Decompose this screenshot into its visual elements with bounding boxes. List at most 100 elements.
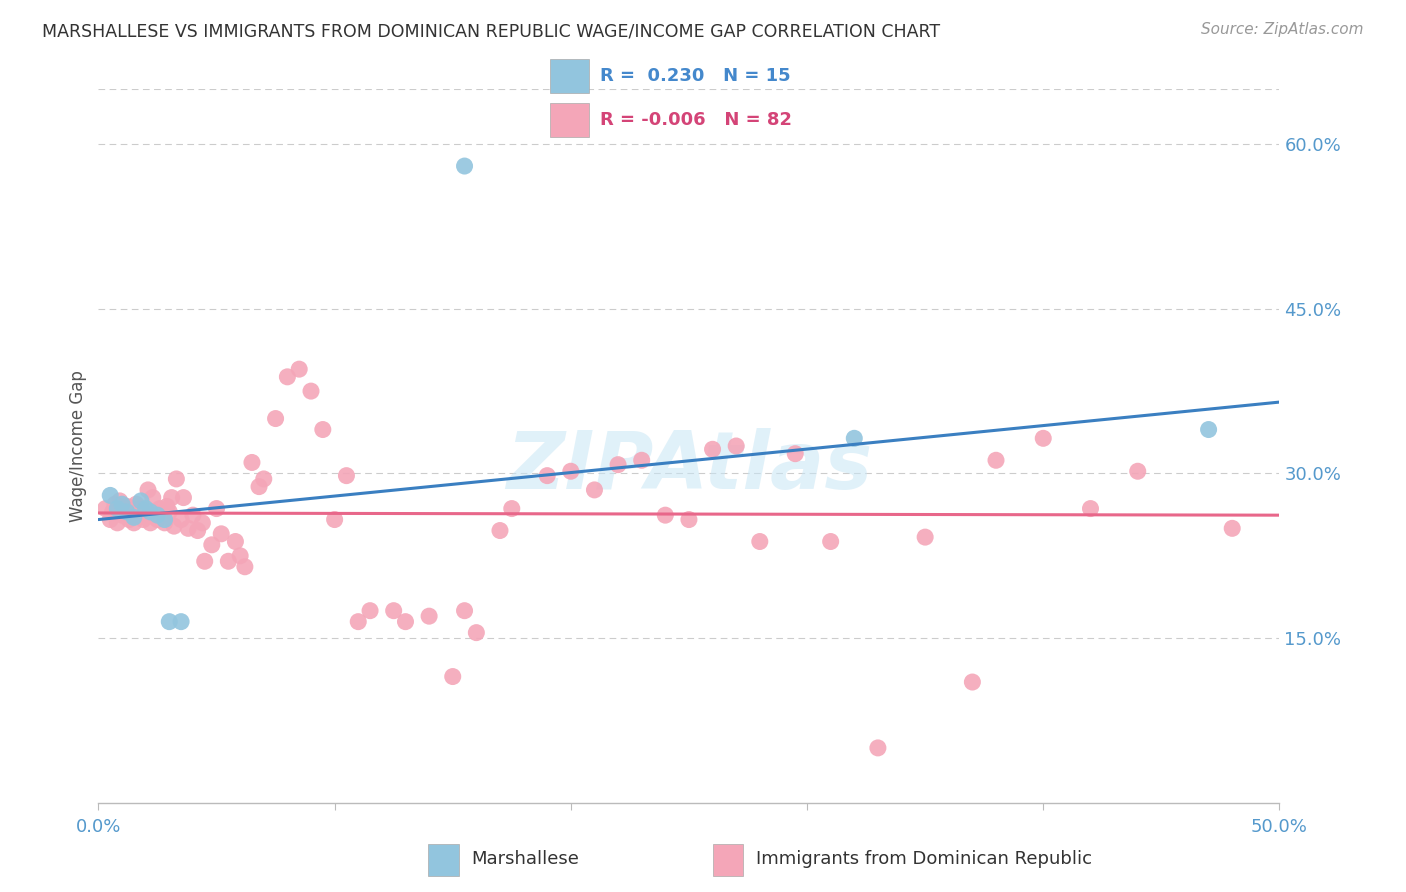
Point — [205, 501, 228, 516]
Point — [209, 526, 232, 541]
Point — [157, 505, 180, 519]
Point — [382, 604, 405, 618]
Point — [108, 494, 131, 508]
Point — [156, 500, 179, 514]
Point — [94, 501, 117, 516]
Point — [170, 615, 193, 629]
Point — [288, 362, 311, 376]
Point — [121, 501, 143, 516]
Point — [984, 453, 1007, 467]
Point — [143, 505, 166, 519]
Point — [135, 508, 157, 523]
Point — [394, 615, 416, 629]
Point — [560, 464, 582, 478]
FancyBboxPatch shape — [550, 103, 589, 137]
Point — [224, 534, 246, 549]
Point — [1032, 431, 1054, 445]
Point — [1198, 423, 1220, 437]
Text: MARSHALLESE VS IMMIGRANTS FROM DOMINICAN REPUBLIC WAGE/INCOME GAP CORRELATION CH: MARSHALLESE VS IMMIGRANTS FROM DOMINICAN… — [42, 22, 941, 40]
Point — [229, 549, 252, 563]
Point — [323, 512, 346, 526]
Point — [844, 431, 866, 445]
Point — [146, 508, 169, 523]
Point — [501, 501, 523, 516]
Point — [654, 508, 676, 523]
Point — [172, 491, 194, 505]
Point — [725, 439, 748, 453]
Point — [139, 516, 162, 530]
Point — [453, 159, 475, 173]
Point — [962, 675, 984, 690]
Point — [139, 505, 162, 519]
Point — [1080, 501, 1102, 516]
Point — [115, 500, 138, 514]
Point — [153, 516, 176, 530]
Point — [335, 468, 357, 483]
Point — [217, 554, 239, 568]
Point — [678, 512, 700, 526]
Point — [201, 538, 224, 552]
Point — [253, 472, 276, 486]
Point — [536, 468, 558, 483]
Point — [105, 501, 128, 516]
Point — [247, 480, 270, 494]
Point — [142, 491, 165, 505]
Point — [118, 512, 141, 526]
Point — [129, 501, 152, 516]
Point — [607, 458, 630, 472]
Point — [191, 516, 214, 530]
FancyBboxPatch shape — [550, 59, 589, 94]
Point — [170, 512, 193, 526]
Text: Marshallese: Marshallese — [471, 849, 579, 868]
Point — [181, 508, 204, 523]
Point — [441, 669, 464, 683]
Point — [1220, 521, 1243, 535]
Point — [630, 453, 652, 467]
Point — [233, 559, 256, 574]
Point — [98, 488, 121, 502]
Point — [105, 516, 128, 530]
Point — [122, 510, 145, 524]
Point — [489, 524, 512, 538]
Point — [149, 501, 172, 516]
Point — [177, 521, 200, 535]
Point — [748, 534, 770, 549]
Point — [157, 615, 180, 629]
Point — [347, 615, 370, 629]
Point — [146, 512, 169, 526]
Point — [240, 455, 263, 469]
Point — [165, 472, 187, 486]
Point — [136, 483, 159, 497]
Point — [194, 554, 217, 568]
Point — [359, 604, 381, 618]
Point — [785, 447, 807, 461]
Text: ZIPAtlas: ZIPAtlas — [506, 428, 872, 507]
Point — [264, 411, 287, 425]
Point — [312, 423, 335, 437]
Point — [111, 497, 134, 511]
Point — [820, 534, 842, 549]
Point — [98, 512, 121, 526]
Point — [453, 604, 475, 618]
Point — [135, 501, 157, 516]
Point — [150, 508, 173, 523]
Point — [163, 519, 186, 533]
Point — [583, 483, 606, 497]
Point — [914, 530, 936, 544]
Point — [122, 516, 145, 530]
Point — [187, 524, 209, 538]
Point — [418, 609, 440, 624]
Point — [299, 384, 322, 398]
FancyBboxPatch shape — [713, 844, 744, 876]
Point — [866, 740, 889, 755]
Point — [101, 505, 124, 519]
Point — [1126, 464, 1149, 478]
Point — [132, 512, 155, 526]
Point — [115, 505, 138, 519]
FancyBboxPatch shape — [427, 844, 458, 876]
Text: R =  0.230   N = 15: R = 0.230 N = 15 — [600, 67, 792, 85]
Y-axis label: Wage/Income Gap: Wage/Income Gap — [69, 370, 87, 522]
Point — [702, 442, 724, 457]
Point — [465, 625, 488, 640]
Point — [104, 497, 127, 511]
